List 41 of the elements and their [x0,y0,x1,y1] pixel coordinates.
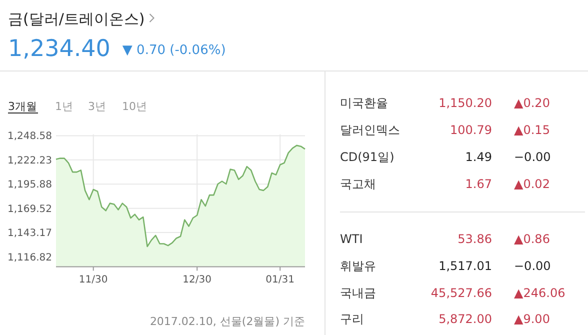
text: 5,872.00 [438,312,492,326]
text: 3개월 [8,100,37,113]
text: −0.00 [514,150,551,164]
x-tick-label: 11/30 [78,274,108,286]
chart-title: 금(달러/트레이온스) [8,10,145,28]
text: 1,517.01 [438,259,492,273]
text: ▼ 0.70 (-0.06%) [122,43,226,58]
text: 미국환율 [340,96,388,110]
text: 45,527.66 [430,286,492,300]
text: 53.86 [458,232,492,246]
text: 국내금 [340,286,376,300]
text: 달러인덱스 [340,123,400,137]
text: ▲0.02 [514,177,550,191]
text: 1.67 [465,177,492,191]
text: 휘발유 [340,259,376,273]
y-tick-label: 1,248.58 [7,131,52,142]
text: ▲9.00 [514,312,550,326]
text: 100.79 [450,123,492,137]
text: ▲0.86 [514,232,550,246]
text: 1년 [55,100,73,113]
text: 1,150.20 [438,96,492,110]
text: 3년 [88,100,106,113]
text: 10년 [122,100,147,113]
text: 1.49 [465,150,492,164]
text: ▲0.15 [514,123,550,137]
text: 구리 [340,312,364,326]
chart-subtitle: 1,234.40 [8,36,110,62]
y-tick-label: 1,222.23 [7,155,52,166]
y-tick-label: 1,195.88 [7,180,52,191]
text: 2017.02.10, 선물(2월물) 기준 [150,315,305,328]
x-tick-label: 01/31 [266,274,295,286]
text: ▲0.20 [514,96,550,110]
text: CD(91일) [340,150,394,164]
text: ▲246.06 [514,286,566,300]
y-tick-label: 1,116.82 [7,252,52,264]
y-tick-label: 1,169.52 [7,204,52,215]
text: −0.00 [514,259,551,273]
x-tick-label: 12/30 [182,274,212,286]
y-tick-label: 1,143.17 [7,228,52,240]
text: WTI [340,232,363,246]
text: 국고채 [340,177,376,191]
